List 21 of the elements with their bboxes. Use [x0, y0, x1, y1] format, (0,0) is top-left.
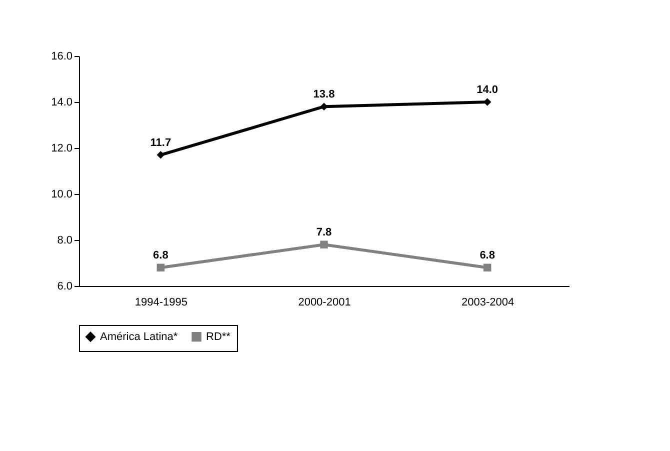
data-label: 6.8	[153, 250, 168, 262]
x-tick-label: 2003-2004	[462, 296, 514, 308]
point	[483, 264, 492, 272]
point	[320, 240, 328, 248]
y-tick-label: 8.0	[57, 234, 72, 246]
y-tick-label: 14.0	[51, 96, 72, 108]
y-tick-label: 16.0	[51, 50, 72, 62]
data-label: 6.8	[480, 250, 495, 262]
x-tick-label: 1994-1995	[134, 296, 188, 308]
y-tick-label: 10.0	[51, 188, 72, 200]
point	[156, 264, 165, 272]
data-label: 13.8	[313, 88, 335, 101]
y-tick-label: 6.0	[57, 280, 72, 292]
data-label: 14.0	[476, 84, 498, 96]
y-tick-label: 12.0	[51, 142, 72, 154]
data-label: 11.7	[150, 136, 172, 149]
legend-label: América Latina*	[100, 330, 178, 343]
legend-label: RD**	[206, 330, 232, 343]
point	[156, 151, 165, 159]
x-tick-label: 2000-2001	[298, 296, 351, 308]
data-label: 7.8	[316, 226, 332, 239]
